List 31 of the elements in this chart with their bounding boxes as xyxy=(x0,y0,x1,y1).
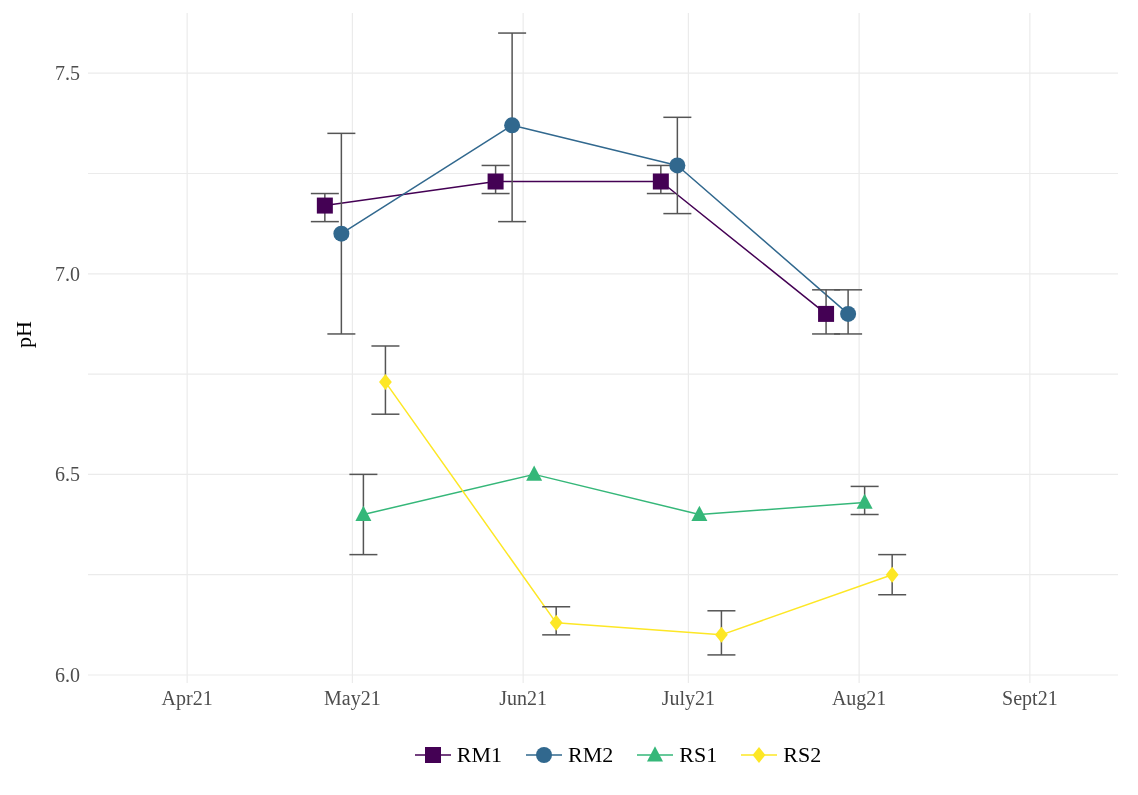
x-tick-label: Apr21 xyxy=(161,687,213,711)
point xyxy=(885,566,899,583)
point xyxy=(856,493,873,509)
point xyxy=(487,173,504,190)
point xyxy=(669,157,686,174)
x-tick-label: July21 xyxy=(661,687,716,711)
point xyxy=(504,117,521,134)
point xyxy=(379,374,392,391)
x-tick-label: Jun21 xyxy=(499,687,548,710)
y-tick-label: 7.5 xyxy=(55,62,80,85)
point xyxy=(549,614,563,631)
point xyxy=(818,305,835,322)
point xyxy=(333,225,350,242)
point xyxy=(691,505,708,521)
y-tick-label: 6.5 xyxy=(55,463,80,486)
x-tick-label: Aug21 xyxy=(831,687,887,711)
point xyxy=(316,197,333,214)
x-tick-label: Sept21 xyxy=(1002,687,1058,711)
point xyxy=(355,505,372,521)
point xyxy=(526,465,543,481)
y-axis-title: pH xyxy=(10,321,36,348)
legend-label: RM1 xyxy=(456,742,503,768)
legend-label: RM2 xyxy=(568,742,614,768)
legend-label: RS2 xyxy=(783,742,822,768)
point xyxy=(652,173,669,190)
y-tick-label: 7.0 xyxy=(55,262,80,285)
y-tick-label: 6.0 xyxy=(55,664,80,687)
point xyxy=(840,305,857,322)
x-tick-label: May21 xyxy=(324,687,381,711)
point xyxy=(715,626,728,643)
legend-label: RS1 xyxy=(679,742,718,768)
